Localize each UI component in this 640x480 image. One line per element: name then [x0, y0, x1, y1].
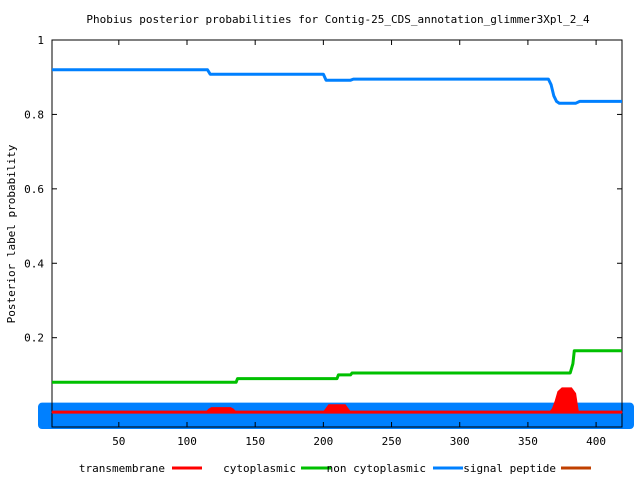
plot-frame: [51, 39, 623, 428]
y-tick-label: 0.4: [24, 257, 44, 270]
legend-label-cytoplasmic: cytoplasmic: [223, 462, 296, 475]
legend-label-non-cytoplasmic: non cytoplasmic: [327, 462, 426, 475]
x-tick-label: 100: [177, 435, 197, 448]
x-tick-label: 400: [586, 435, 606, 448]
x-tick-label: 150: [245, 435, 265, 448]
y-tick-label: 0.6: [24, 183, 44, 196]
x-tick-label: 300: [450, 435, 470, 448]
x-tick-label: 50: [112, 435, 125, 448]
x-tick-label: 200: [313, 435, 333, 448]
y-tick-label: 0.8: [24, 108, 44, 121]
series-non-cytoplasmic: [52, 349, 622, 384]
legend-label-transmembrane: transmembrane: [79, 462, 165, 475]
x-tick-label: 250: [382, 435, 402, 448]
x-tick-label: 350: [518, 435, 538, 448]
y-tick-label: 1: [37, 34, 44, 47]
series-transmembrane: [51, 387, 623, 413]
series-signal-peptide: [52, 68, 622, 105]
y-axis-title: Posterior label probability: [5, 144, 18, 323]
legend-label-signal-peptide: signal peptide: [463, 462, 556, 475]
y-tick-label: 0.2: [24, 332, 44, 345]
chart-title: Phobius posterior probabilities for Cont…: [86, 13, 590, 26]
legend: transmembrane cytoplasmic non cytoplasmic s…: [79, 462, 591, 475]
